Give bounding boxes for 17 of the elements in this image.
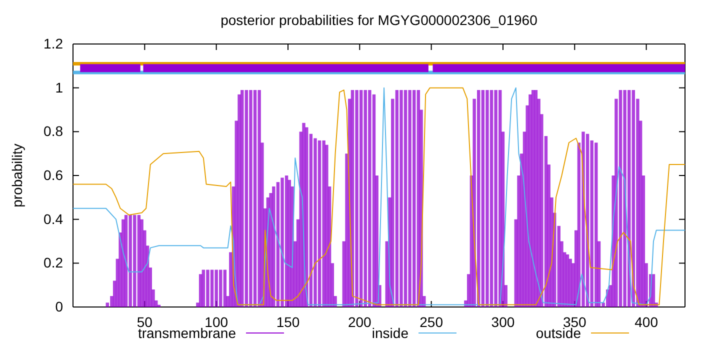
y-tick-label: 0.4 (44, 210, 64, 227)
y-tick-label: 0 (55, 298, 64, 314)
x-tick-label: 250 (420, 314, 444, 330)
x-tick-label: 300 (491, 314, 515, 330)
x-tick-label: 100 (204, 314, 228, 330)
x-tick-label: 50 (136, 314, 153, 330)
y-tick-label: 1 (55, 79, 64, 96)
y-axis-title: probability (9, 144, 25, 208)
legend-label: inside (372, 325, 409, 341)
y-tick-label: 1.2 (44, 35, 64, 52)
x-tick-label: 200 (348, 314, 372, 330)
y-tick-label: 0.6 (44, 166, 64, 183)
chart-title: posterior probabilities for MGYG000002306_01960 (220, 12, 538, 28)
y-tick-label: 0.2 (44, 254, 64, 271)
x-tick-label: 150 (276, 314, 300, 330)
x-tick-label: 400 (634, 314, 658, 330)
y-tick-label: 0.8 (44, 123, 64, 140)
